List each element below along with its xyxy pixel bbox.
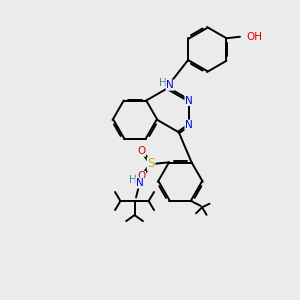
Text: N: N bbox=[136, 178, 143, 188]
Text: H: H bbox=[159, 77, 167, 88]
Text: O: O bbox=[137, 171, 146, 182]
Text: N: N bbox=[185, 95, 193, 106]
Text: H: H bbox=[129, 175, 137, 185]
Text: S: S bbox=[147, 157, 155, 170]
Text: N: N bbox=[185, 120, 193, 130]
Text: OH: OH bbox=[246, 32, 262, 42]
Text: O: O bbox=[137, 146, 146, 156]
Text: N: N bbox=[166, 80, 174, 90]
